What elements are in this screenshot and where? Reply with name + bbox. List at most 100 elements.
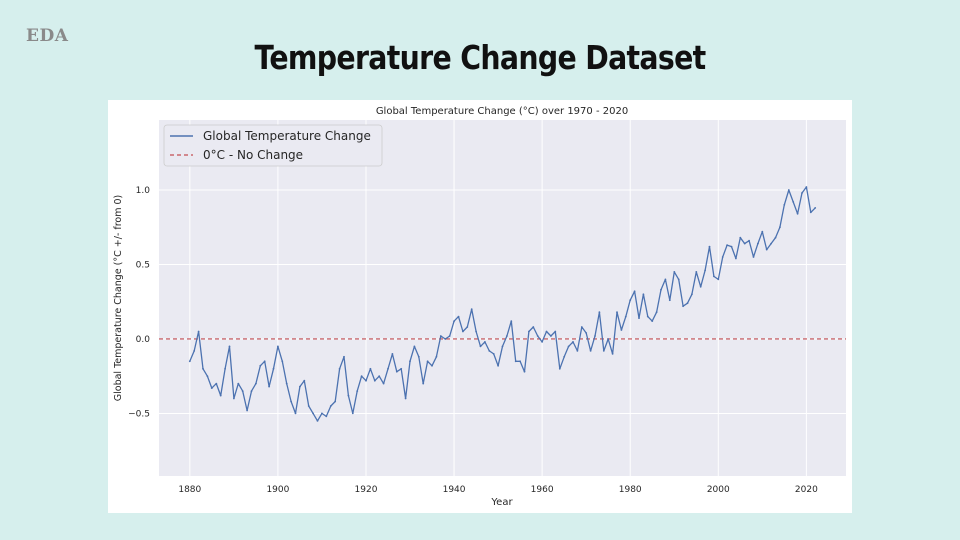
data-point bbox=[338, 367, 341, 370]
data-point bbox=[748, 239, 750, 242]
data-point bbox=[713, 275, 715, 278]
data-point bbox=[382, 382, 385, 385]
data-point bbox=[558, 367, 561, 370]
data-point bbox=[686, 302, 689, 305]
data-point bbox=[501, 345, 504, 348]
data-point bbox=[743, 242, 746, 245]
data-point bbox=[651, 320, 654, 322]
data-point bbox=[188, 360, 191, 363]
data-point bbox=[585, 332, 588, 334]
data-point bbox=[642, 293, 645, 296]
data-point bbox=[281, 360, 284, 363]
slide-title: Temperature Change Dataset bbox=[254, 38, 706, 77]
data-point bbox=[431, 364, 433, 367]
legend: Global Temperature Change 0°C - No Chang… bbox=[163, 124, 383, 167]
data-point bbox=[805, 186, 808, 188]
data-point bbox=[413, 345, 416, 348]
data-point bbox=[404, 397, 407, 400]
chart-figure: 1880 1900 1920 1940 1960 1980 2000 2020 −0.5 0.0… bbox=[108, 100, 852, 513]
data-point bbox=[219, 394, 222, 397]
data-point bbox=[356, 390, 359, 392]
data-point bbox=[730, 245, 733, 248]
data-point bbox=[528, 330, 530, 333]
data-point bbox=[391, 353, 394, 355]
data-point bbox=[602, 350, 605, 352]
data-point bbox=[550, 335, 552, 337]
data-point bbox=[378, 375, 381, 378]
y-tick-labels: −0.5 0.0 0.5 1.0 bbox=[128, 186, 150, 419]
data-point bbox=[263, 360, 266, 363]
data-point bbox=[624, 315, 627, 318]
plot-area bbox=[159, 120, 846, 476]
chart-svg: 1880 1900 1920 1940 1960 1980 2000 2020 −0.5 0.0… bbox=[113, 106, 846, 508]
data-point bbox=[770, 242, 772, 245]
legend-label-no-change: 0°C - No Change bbox=[203, 148, 303, 162]
data-point bbox=[611, 353, 614, 355]
data-point bbox=[523, 370, 526, 373]
data-point bbox=[369, 367, 372, 370]
data-point bbox=[752, 256, 755, 258]
data-point bbox=[792, 201, 795, 203]
data-point bbox=[721, 256, 724, 258]
data-point bbox=[594, 335, 596, 337]
data-point bbox=[664, 278, 667, 281]
data-point bbox=[347, 394, 350, 397]
data-point bbox=[241, 390, 244, 392]
x-tick-label: 1960 bbox=[531, 485, 554, 495]
data-point bbox=[536, 335, 539, 337]
y-axis-label: Global Temperature Change (°C +/- from 0… bbox=[113, 195, 124, 402]
data-point bbox=[576, 350, 579, 352]
data-point bbox=[285, 382, 288, 385]
data-point bbox=[272, 367, 275, 370]
data-point bbox=[400, 367, 403, 370]
data-point bbox=[259, 364, 262, 367]
data-point bbox=[646, 315, 649, 318]
x-tick-label: 1940 bbox=[443, 485, 466, 495]
data-point bbox=[316, 420, 319, 422]
legend-box bbox=[163, 124, 383, 167]
data-point bbox=[796, 212, 799, 215]
data-point bbox=[307, 405, 310, 407]
data-point bbox=[708, 245, 711, 248]
data-point bbox=[801, 192, 803, 194]
data-point bbox=[492, 353, 495, 355]
data-point bbox=[580, 326, 583, 328]
data-point bbox=[660, 288, 662, 291]
data-point bbox=[365, 379, 367, 382]
data-point bbox=[541, 341, 543, 343]
chart-title: Global Temperature Change (°C) over 1970… bbox=[376, 106, 628, 117]
data-point bbox=[563, 355, 566, 358]
data-point bbox=[704, 269, 706, 272]
data-point bbox=[321, 412, 323, 415]
data-point bbox=[453, 320, 455, 322]
y-tick-label: 1.0 bbox=[136, 186, 151, 196]
data-point bbox=[695, 271, 698, 273]
data-point bbox=[691, 293, 693, 296]
data-point bbox=[299, 385, 301, 388]
x-tick-label: 1920 bbox=[355, 485, 378, 495]
data-point bbox=[387, 367, 389, 370]
data-point bbox=[620, 329, 623, 331]
data-point bbox=[228, 345, 231, 348]
data-point bbox=[497, 364, 499, 367]
data-point bbox=[726, 244, 728, 247]
data-point bbox=[206, 375, 209, 378]
data-point bbox=[655, 311, 658, 314]
data-point bbox=[554, 330, 557, 333]
data-point bbox=[470, 308, 473, 311]
data-point bbox=[268, 385, 270, 388]
data-point bbox=[343, 355, 345, 358]
data-point bbox=[699, 285, 702, 288]
data-point bbox=[532, 326, 535, 328]
x-tick-label: 2000 bbox=[707, 485, 730, 495]
data-point bbox=[598, 311, 601, 314]
data-point bbox=[312, 412, 314, 415]
data-point bbox=[193, 350, 196, 352]
data-point bbox=[484, 341, 486, 343]
data-point bbox=[466, 326, 469, 328]
x-tick-label: 1880 bbox=[178, 485, 201, 495]
data-point bbox=[202, 367, 204, 370]
grid-lines bbox=[159, 120, 846, 476]
data-point bbox=[682, 305, 684, 308]
data-point bbox=[290, 400, 292, 403]
